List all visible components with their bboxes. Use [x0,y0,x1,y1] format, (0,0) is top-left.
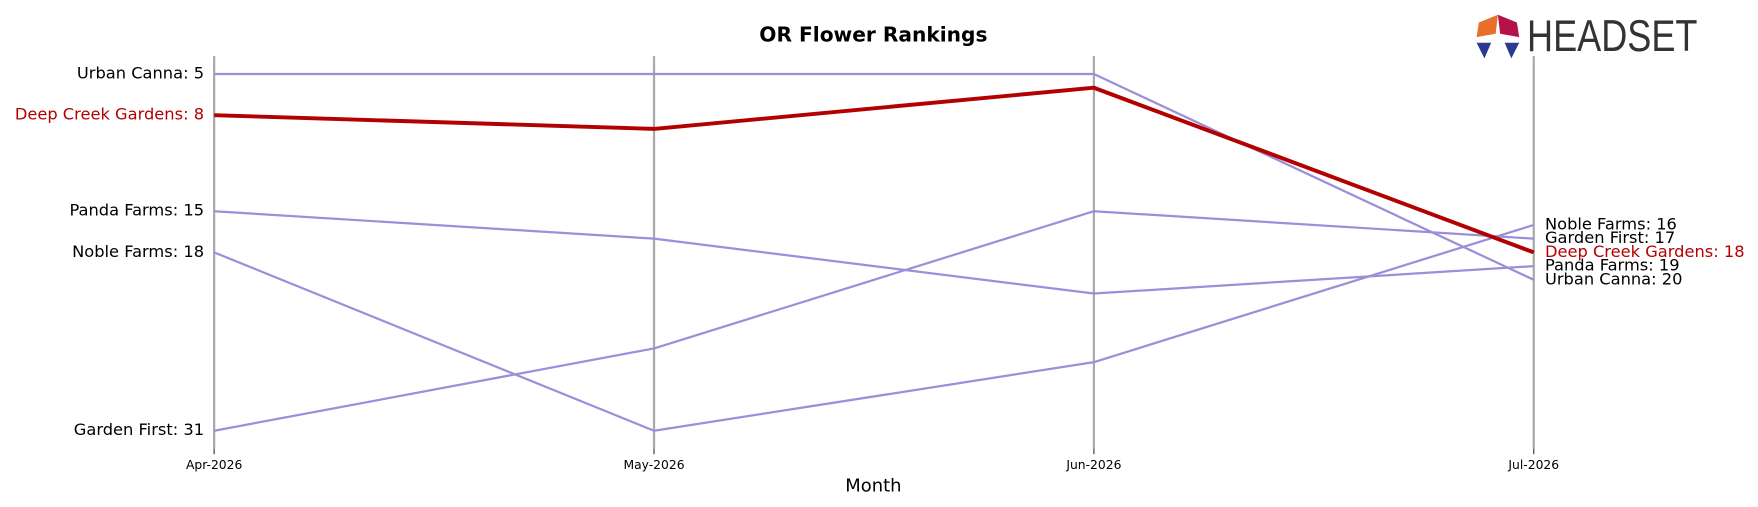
rank-label: Urban Canna: 5 [77,64,204,83]
x-tick-label: May-2026 [623,458,684,472]
rank-line [214,210,1534,295]
rank-label: Noble Farms: 18 [72,242,204,261]
logo-shape [1476,42,1492,59]
rank-label: Panda Farms: 15 [69,201,204,220]
rank-label: Garden First: 17 [1545,228,1675,247]
rank-line [213,210,1534,432]
rank-label: Deep Creek Gardens: 8 [15,105,204,124]
logo: HEADSET [1476,10,1697,61]
rank-line [213,223,1535,432]
logo-shape [1497,14,1520,38]
logo-text: HEADSET [1527,10,1697,61]
rank-label: Urban Canna: 20 [1545,269,1683,288]
x-axis-label: Month [845,476,901,497]
rank-label: Noble Farms: 16 [1545,214,1677,233]
rank-label: Panda Farms: 19 [1545,256,1680,275]
rank-label: Garden First: 31 [74,420,204,439]
rank-line [214,72,1535,281]
rank-label: Deep Creek Gardens: 18 [1545,242,1745,261]
x-tick-label: Jun-2026 [1065,458,1121,472]
rank-line [214,85,1535,255]
logo-shape [1476,14,1498,38]
logo-shape [1504,42,1520,59]
x-tick-label: Apr-2026 [186,458,243,472]
chart-title: OR Flower Rankings [759,22,987,46]
x-tick-label: Jul-2026 [1507,458,1559,472]
